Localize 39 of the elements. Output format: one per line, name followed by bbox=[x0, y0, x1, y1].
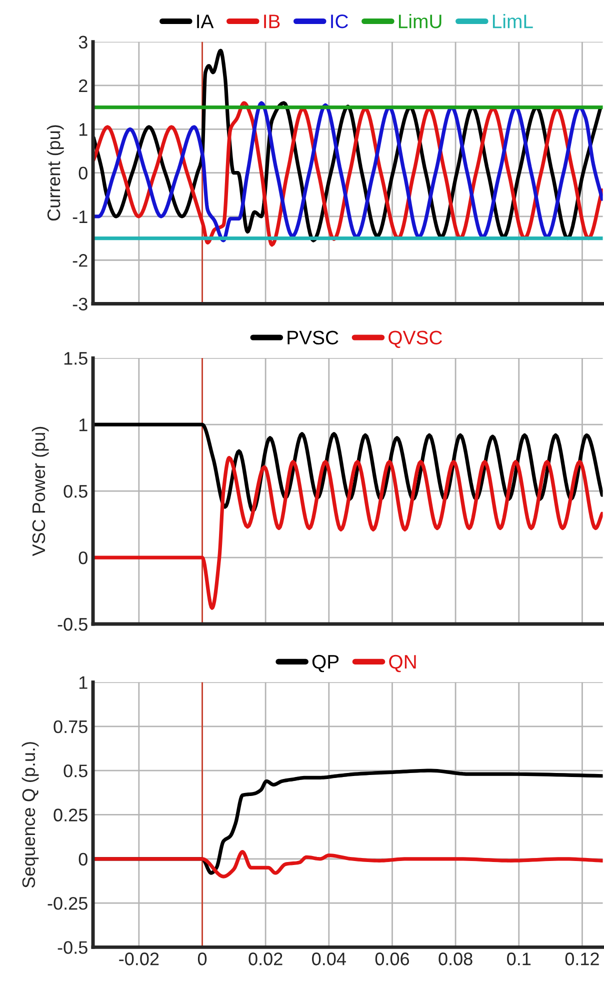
y-tick-label: 0.5 bbox=[64, 764, 88, 778]
y-tick-label: -0.5 bbox=[58, 941, 88, 954]
y-tick-label: -0.25 bbox=[48, 896, 88, 910]
y-tick-label: 1 bbox=[79, 676, 88, 689]
y-axis-title: Sequence Q (p.u.) bbox=[22, 742, 39, 888]
y-tick-label: 1 bbox=[79, 418, 88, 432]
y-tick-label: 1 bbox=[79, 123, 88, 136]
x-tick-label: 0.02 bbox=[248, 952, 282, 966]
x-tick-label: 0.08 bbox=[438, 952, 472, 966]
legend-label: IB bbox=[264, 14, 280, 28]
y-tick-label: 0.75 bbox=[54, 720, 88, 734]
x-tick-label: -0.02 bbox=[119, 952, 159, 966]
y-axis-title: VSC Power (pu) bbox=[32, 426, 49, 556]
y-tick-label: 0 bbox=[78, 551, 88, 564]
y-tick-label: 1.5 bbox=[64, 352, 88, 365]
legend-label: QVSC bbox=[388, 330, 442, 348]
y-tick-label: -2 bbox=[72, 254, 88, 267]
legend-label: IC bbox=[331, 14, 348, 28]
y-tick-label: 2 bbox=[79, 79, 88, 92]
y-tick-label: -3 bbox=[72, 298, 88, 310]
y-tick-label: 0.5 bbox=[64, 484, 88, 498]
legend-label: LimL bbox=[492, 14, 533, 28]
x-tick-label: 0.06 bbox=[375, 952, 410, 966]
y-tick-label: -0.5 bbox=[58, 618, 88, 631]
legend-label: QP bbox=[312, 654, 339, 672]
x-tick-label: 0.04 bbox=[312, 952, 346, 966]
legend-label: IA bbox=[197, 14, 214, 28]
y-tick-label: 0 bbox=[78, 852, 88, 866]
y-tick-label: 3 bbox=[78, 36, 88, 49]
y-axis-title: Current (pu) bbox=[46, 125, 64, 221]
x-tick-label: 0.1 bbox=[507, 952, 531, 966]
legend-label: PVSC bbox=[288, 330, 338, 344]
y-tick-label: -1 bbox=[72, 210, 88, 224]
y-tick-label: 0.25 bbox=[54, 808, 88, 822]
legend-label: LimU bbox=[398, 14, 442, 28]
x-tick-label: 0 bbox=[198, 952, 207, 966]
x-tick-label: 0.12 bbox=[565, 952, 599, 966]
legend-label: QN bbox=[389, 654, 416, 672]
y-tick-label: 0 bbox=[78, 166, 88, 180]
